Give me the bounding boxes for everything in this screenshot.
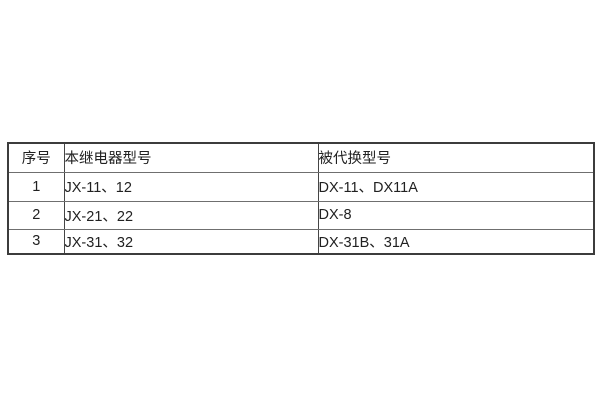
table-row: 1 JX-11、12 DX-11、DX11A (8, 172, 595, 202)
cell-replaced-model: DX-8 (318, 201, 595, 230)
cell-replaced-model: DX-11、DX11A (318, 172, 595, 202)
cell-seq: 1 (8, 172, 65, 202)
header-replaced-model: 被代换型号 (318, 143, 595, 173)
cell-seq: 3 (8, 229, 65, 255)
model-replacement-table: 序号 本继电器型号 被代换型号 1 JX-11、12 DX-11、DX11A 2… (7, 142, 595, 255)
table-row: 3 JX-31、32 DX-31B、31A (8, 229, 595, 255)
cell-current-model: JX-21、22 (64, 201, 319, 230)
header-seq: 序号 (8, 143, 65, 173)
table-row: 2 JX-21、22 DX-8 (8, 201, 595, 230)
cell-current-model: JX-11、12 (64, 172, 319, 202)
table-header-row: 序号 本继电器型号 被代换型号 (8, 143, 595, 173)
cell-seq: 2 (8, 201, 65, 230)
header-current-model: 本继电器型号 (64, 143, 319, 173)
cell-current-model: JX-31、32 (64, 229, 319, 255)
cell-replaced-model: DX-31B、31A (318, 229, 595, 255)
